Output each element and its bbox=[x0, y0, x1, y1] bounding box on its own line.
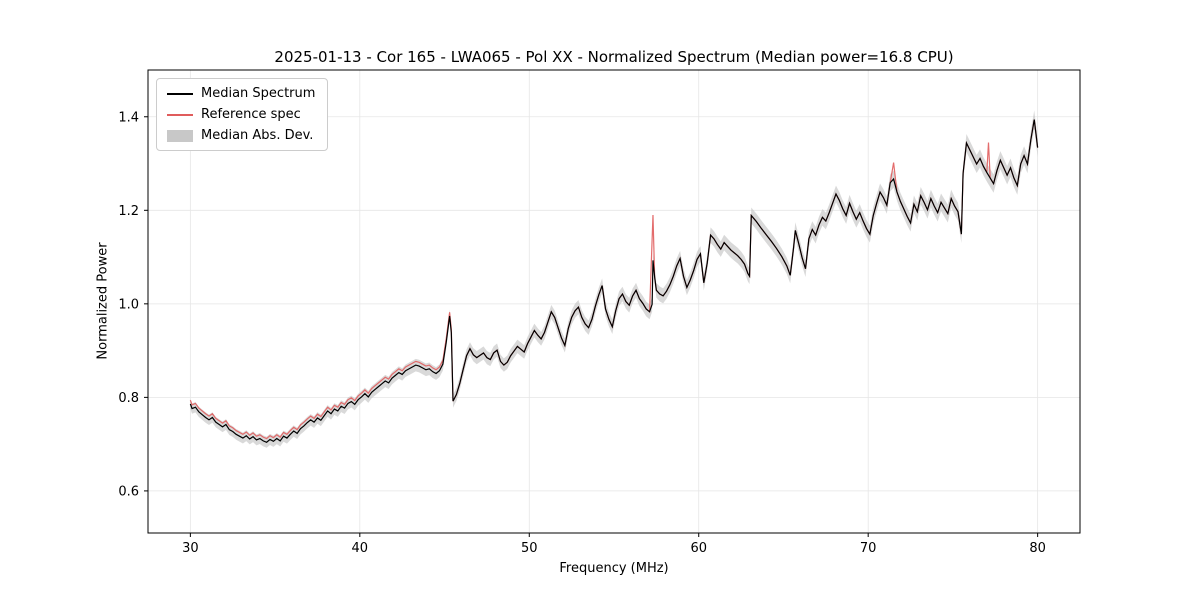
median-line-swatch-icon bbox=[167, 92, 193, 95]
axes-spines bbox=[147, 69, 1081, 534]
legend: Median Spectrum Reference spec Median Ab… bbox=[156, 78, 329, 151]
x-tick-label: 30 bbox=[182, 541, 199, 556]
chart-title: 2025-01-13 - Cor 165 - LWA065 - Pol XX -… bbox=[274, 48, 954, 66]
x-tick-label: 60 bbox=[690, 541, 707, 556]
x-tick-label: 50 bbox=[521, 541, 538, 556]
y-tick-label: 1.0 bbox=[118, 297, 139, 312]
legend-item-median: Median Spectrum bbox=[167, 86, 315, 101]
y-tick-label: 0.8 bbox=[118, 391, 139, 406]
mad-band-swatch-icon bbox=[167, 129, 193, 142]
legend-label-mad: Median Abs. Dev. bbox=[201, 128, 314, 143]
legend-item-mad: Median Abs. Dev. bbox=[167, 128, 315, 143]
y-tick-label: 1.4 bbox=[118, 110, 139, 125]
y-axis-label: Normalized Power bbox=[95, 242, 111, 360]
legend-label-median: Median Spectrum bbox=[201, 86, 316, 101]
median-line bbox=[189, 119, 1039, 443]
x-axis-label: Frequency (MHz) bbox=[559, 561, 669, 576]
x-tick-label: 80 bbox=[1029, 541, 1046, 556]
x-tick-label: 70 bbox=[860, 541, 877, 556]
legend-item-reference: Reference spec bbox=[167, 107, 315, 122]
legend-label-reference: Reference spec bbox=[201, 107, 301, 122]
reference-line bbox=[189, 119, 1039, 440]
x-tick-label: 40 bbox=[352, 541, 369, 556]
y-tick-label: 1.2 bbox=[118, 204, 139, 219]
y-tick-label: 0.6 bbox=[118, 484, 139, 499]
reference-line-swatch-icon bbox=[167, 113, 193, 116]
